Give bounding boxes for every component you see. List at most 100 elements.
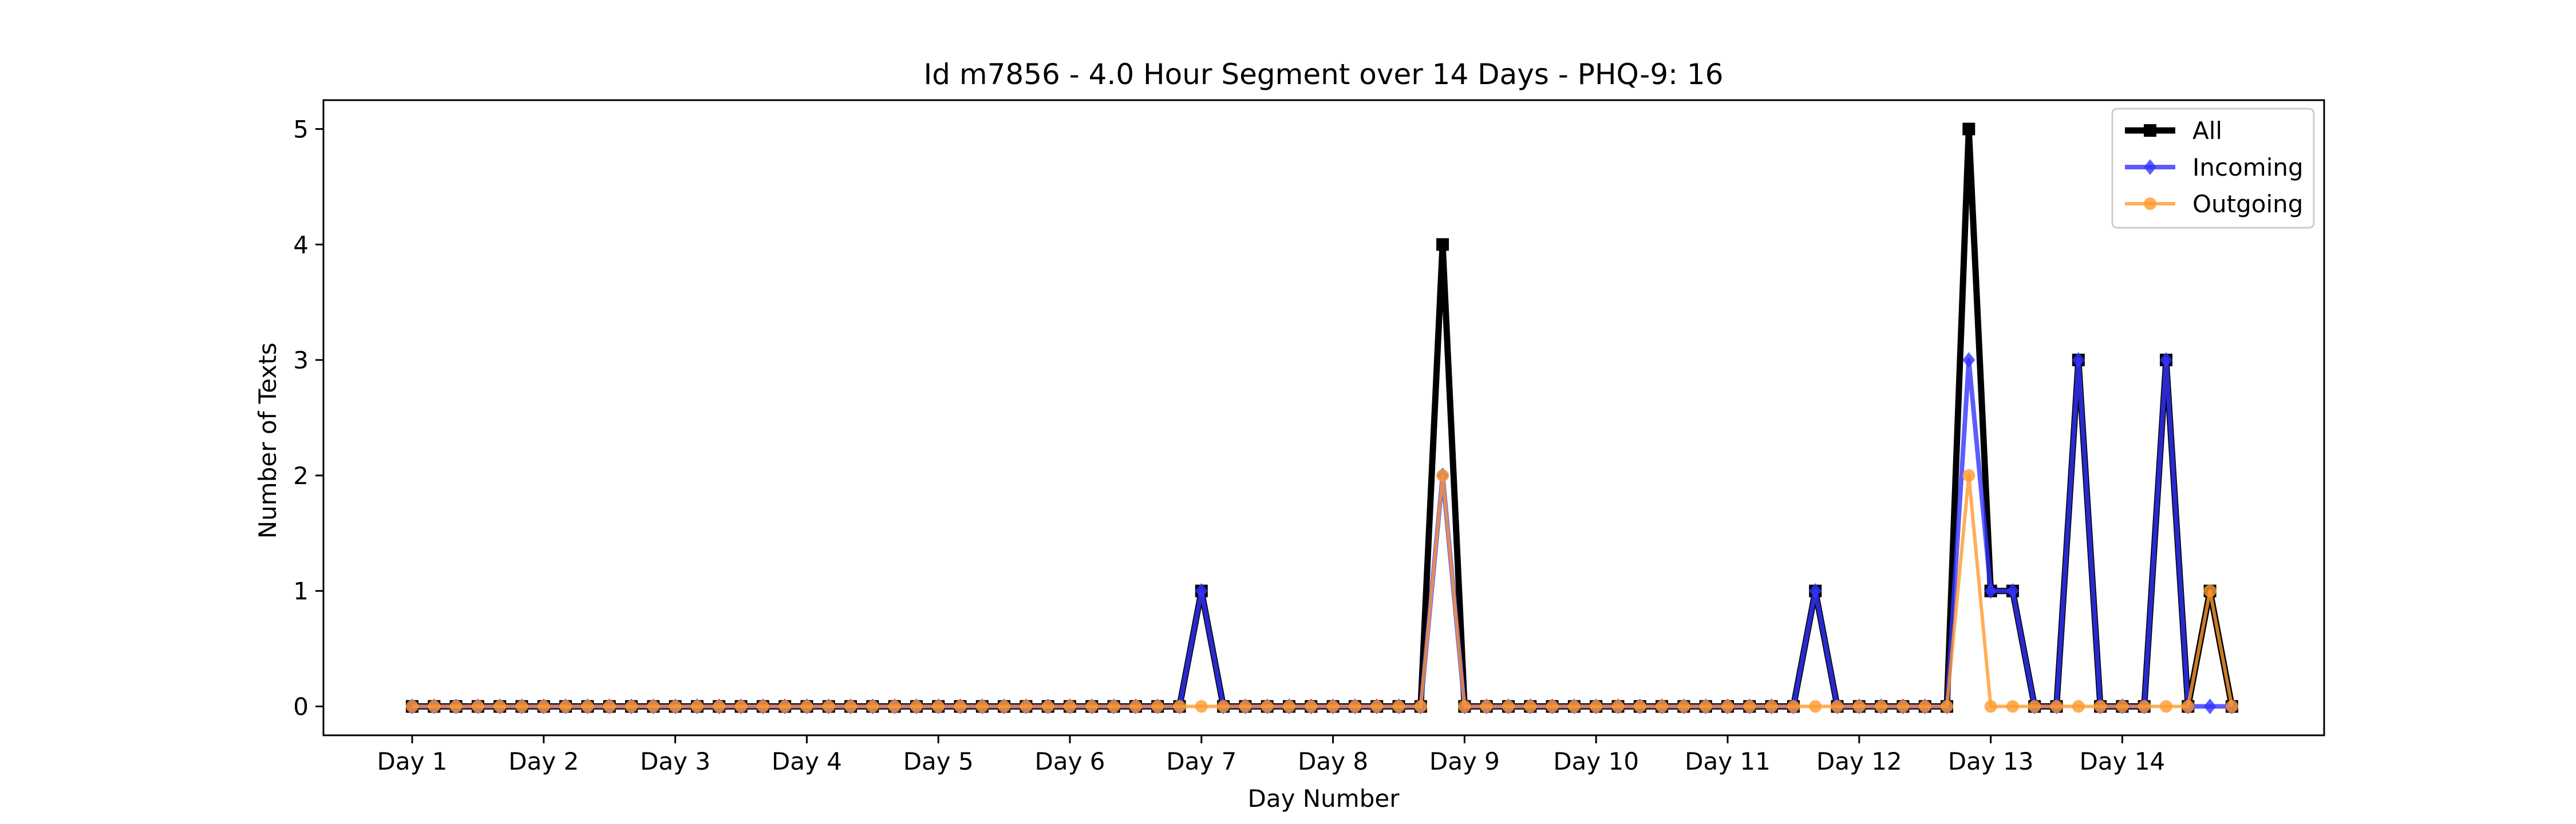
x-tick-label: Day 12 (1816, 747, 1902, 775)
data-point-outgoing (1283, 700, 1295, 713)
data-point-outgoing (1546, 700, 1559, 713)
data-point-outgoing (1129, 700, 1142, 713)
data-point-outgoing (625, 700, 638, 713)
y-tick-label: 0 (293, 693, 309, 721)
x-tick-label: Day 2 (508, 747, 579, 775)
data-point-outgoing (1195, 700, 1208, 713)
data-point-outgoing (2160, 700, 2172, 713)
data-point-outgoing (1875, 700, 1888, 713)
data-point-outgoing (1633, 700, 1646, 713)
data-point-outgoing (2225, 700, 2238, 713)
series-outgoing (406, 469, 2238, 713)
data-point-incoming (1809, 583, 1822, 599)
data-point-all (1962, 122, 1976, 136)
legend-label: All (2192, 117, 2222, 145)
data-point-outgoing (1852, 700, 1866, 713)
data-point-outgoing (1239, 700, 1252, 713)
x-axis-label: Day Number (1247, 785, 1400, 813)
data-point-incoming (1984, 583, 1997, 599)
data-point-incoming (1195, 583, 1208, 599)
data-point-outgoing (1590, 700, 1603, 713)
data-point-outgoing (1524, 700, 1537, 713)
data-point-outgoing (1699, 700, 1712, 713)
legend: All Incoming Outgoing (2111, 108, 2315, 229)
data-point-outgoing (2050, 700, 2063, 713)
data-point-outgoing (2094, 700, 2107, 713)
data-point-outgoing (1326, 700, 1340, 713)
data-point-outgoing (1151, 700, 1164, 713)
data-point-outgoing (669, 700, 682, 713)
data-point-incoming (2203, 698, 2217, 715)
data-point-outgoing (1370, 700, 1384, 713)
plot-frame (322, 99, 2325, 736)
data-point-outgoing (734, 700, 748, 713)
data-point-outgoing (1656, 700, 1669, 713)
data-point-outgoing (1721, 700, 1734, 713)
data-point-outgoing (713, 700, 726, 713)
chart-title: Id m7856 - 4.0 Hour Segment over 14 Days… (923, 58, 1723, 91)
data-point-all (1436, 238, 1449, 251)
data-point-outgoing (1765, 700, 1778, 713)
data-point-incoming (2072, 352, 2085, 368)
y-tick-label: 4 (293, 231, 309, 259)
data-point-outgoing (1020, 700, 1033, 713)
data-point-outgoing (1941, 700, 1953, 713)
data-point-outgoing (1173, 700, 1186, 713)
data-point-outgoing (471, 700, 484, 713)
series-line-all (412, 126, 2235, 710)
data-point-outgoing (1962, 469, 1976, 482)
data-point-outgoing (581, 700, 594, 713)
legend-label: Incoming (2192, 153, 2304, 181)
data-point-outgoing (603, 700, 616, 713)
data-point-outgoing (822, 700, 835, 713)
data-point-outgoing (2138, 700, 2151, 713)
data-point-outgoing (975, 700, 989, 713)
data-point-outgoing (537, 700, 550, 713)
x-axis: Day 1 Day 2 Day 3 Day 4 Day 5 Day 6 Day 7 Day 8… (377, 735, 2165, 775)
data-point-incoming (2160, 352, 2172, 368)
data-point-outgoing (844, 700, 857, 713)
data-point-incoming (2006, 583, 2019, 599)
legend-marker (2144, 159, 2156, 175)
x-tick-label: Day 7 (1166, 747, 1236, 775)
data-point-outgoing (515, 700, 528, 713)
x-tick-label: Day 9 (1429, 747, 1500, 775)
data-point-outgoing (1567, 700, 1581, 713)
data-point-outgoing (888, 700, 901, 713)
x-tick-label: Day 1 (377, 747, 447, 775)
data-point-outgoing (1085, 700, 1099, 713)
data-point-outgoing (2203, 584, 2217, 597)
data-point-outgoing (1458, 700, 1471, 713)
data-point-outgoing (910, 700, 923, 713)
data-point-outgoing (1064, 700, 1076, 713)
x-tick-label: Day 3 (640, 747, 710, 775)
data-point-outgoing (2006, 700, 2019, 713)
data-point-outgoing (406, 700, 418, 713)
legend-marker (2144, 124, 2156, 137)
x-tick-label: Day 6 (1034, 747, 1105, 775)
data-point-outgoing (1414, 700, 1427, 713)
legend-marker (2144, 197, 2156, 210)
x-tick-label: Day 5 (903, 747, 974, 775)
data-point-outgoing (866, 700, 879, 713)
data-point-outgoing (690, 700, 704, 713)
data-point-outgoing (1677, 700, 1690, 713)
data-point-outgoing (932, 700, 945, 713)
data-point-outgoing (559, 700, 572, 713)
x-tick-label: Day 8 (1298, 747, 1368, 775)
data-point-outgoing (493, 700, 507, 713)
y-tick-label: 3 (293, 346, 309, 374)
data-point-outgoing (647, 700, 660, 713)
data-point-outgoing (1041, 700, 1054, 713)
data-point-outgoing (2072, 700, 2085, 713)
data-point-outgoing (1743, 700, 1756, 713)
x-tick-label: Day 11 (1685, 747, 1771, 775)
data-point-outgoing (1107, 700, 1120, 713)
data-point-outgoing (998, 700, 1011, 713)
data-point-outgoing (779, 700, 792, 713)
data-point-outgoing (1480, 700, 1493, 713)
data-point-outgoing (1831, 700, 1844, 713)
data-point-outgoing (800, 700, 813, 713)
data-point-outgoing (1897, 700, 1910, 713)
